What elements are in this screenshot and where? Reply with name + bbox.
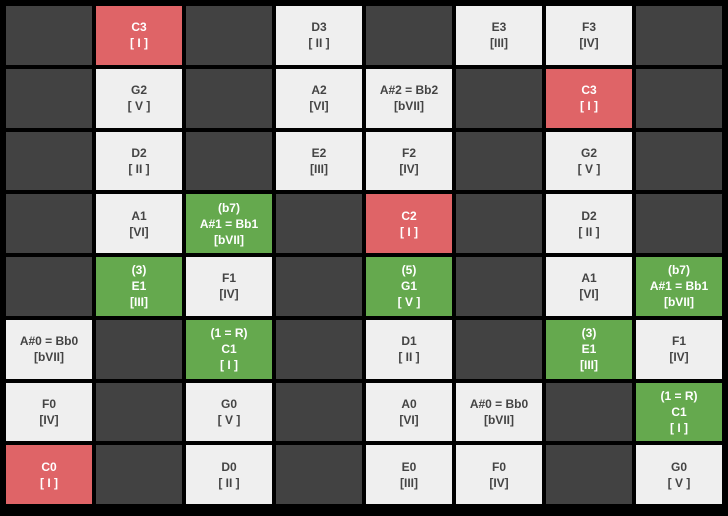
note-cell: D2 [ II ] xyxy=(96,131,182,191)
note-cell: D3 [ II ] xyxy=(276,6,362,65)
empty-cell xyxy=(6,6,92,65)
empty-cell xyxy=(96,445,182,504)
note-cell: F2 [IV] xyxy=(366,131,452,191)
note-cell: (3) E1 [III] xyxy=(546,319,632,379)
note-cell: (b7) A#1 = Bb1 [bVII] xyxy=(186,194,272,253)
note-cell: C3 [ I ] xyxy=(96,6,182,65)
note-cell: C3 [ I ] xyxy=(546,68,632,128)
empty-cell xyxy=(6,194,92,253)
empty-cell xyxy=(456,257,542,316)
empty-cell xyxy=(6,68,92,128)
note-cell: D1 [ II ] xyxy=(366,319,452,379)
empty-cell xyxy=(636,68,722,128)
empty-cell xyxy=(456,131,542,191)
note-cell: (3) E1 [III] xyxy=(96,257,182,316)
empty-cell xyxy=(96,382,182,442)
empty-cell xyxy=(636,6,722,65)
note-cell: D2 [ II ] xyxy=(546,194,632,253)
empty-cell xyxy=(276,257,362,316)
note-cell: F3 [IV] xyxy=(546,6,632,65)
note-cell: A1 [VI] xyxy=(546,257,632,316)
empty-cell xyxy=(456,68,542,128)
note-cell: D0 [ II ] xyxy=(186,445,272,504)
note-cell: F0 [IV] xyxy=(6,382,92,442)
note-cell: E2 [III] xyxy=(276,131,362,191)
empty-cell xyxy=(6,131,92,191)
note-cell: (b7) A#1 = Bb1 [bVII] xyxy=(636,257,722,316)
note-cell: E0 [III] xyxy=(366,445,452,504)
note-cell: A#0 = Bb0 [bVII] xyxy=(6,319,92,379)
empty-cell xyxy=(186,6,272,65)
note-cell: C0 [ I ] xyxy=(6,445,92,504)
empty-cell xyxy=(186,68,272,128)
empty-cell xyxy=(6,257,92,316)
empty-cell xyxy=(636,194,722,253)
empty-cell xyxy=(546,445,632,504)
empty-cell xyxy=(276,382,362,442)
empty-cell xyxy=(456,319,542,379)
empty-cell xyxy=(276,319,362,379)
note-cell: G0 [ V ] xyxy=(636,445,722,504)
note-cell: F0 [IV] xyxy=(456,445,542,504)
note-cell: (1 = R) C1 [ I ] xyxy=(186,319,272,379)
note-cell: G2 [ V ] xyxy=(546,131,632,191)
empty-cell xyxy=(96,319,182,379)
note-cell: A#0 = Bb0 [bVII] xyxy=(456,382,542,442)
note-cell: C2 [ I ] xyxy=(366,194,452,253)
note-cell: A2 [VI] xyxy=(276,68,362,128)
empty-cell xyxy=(636,131,722,191)
note-cell: A0 [VI] xyxy=(366,382,452,442)
empty-cell xyxy=(546,382,632,442)
note-cell: F1 [IV] xyxy=(636,319,722,379)
note-cell: G2 [ V ] xyxy=(96,68,182,128)
empty-cell xyxy=(276,194,362,253)
note-cell: A1 [VI] xyxy=(96,194,182,253)
note-cell: (1 = R) C1 [ I ] xyxy=(636,382,722,442)
empty-cell xyxy=(186,131,272,191)
note-cell: E3 [III] xyxy=(456,6,542,65)
empty-cell xyxy=(276,445,362,504)
note-cell: F1 [IV] xyxy=(186,257,272,316)
empty-cell xyxy=(456,194,542,253)
empty-cell xyxy=(366,6,452,65)
note-cell: (5) G1 [ V ] xyxy=(366,257,452,316)
note-cell: A#2 = Bb2 [bVII] xyxy=(366,68,452,128)
note-cell: G0 [ V ] xyxy=(186,382,272,442)
